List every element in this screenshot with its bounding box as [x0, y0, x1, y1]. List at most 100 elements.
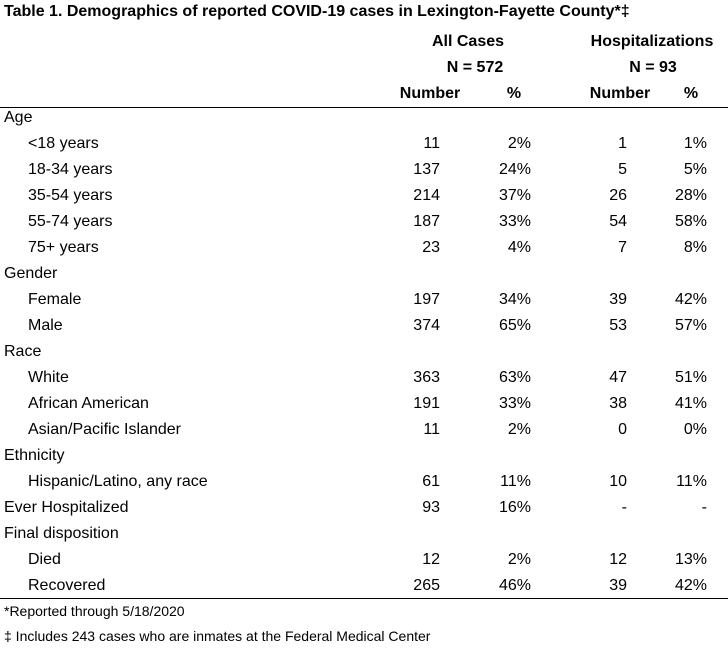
table-row: Hispanic/Latino, any race 61 11% 10 11% — [0, 470, 728, 496]
table-row: White 363 63% 47 51% — [0, 366, 728, 392]
cell-number-hosp: 26 — [609, 187, 627, 204]
table-row: Male 374 65% 53 57% — [0, 314, 728, 340]
cell-number-all: 11 — [423, 421, 440, 438]
footnote-inmates: ‡ Includes 243 cases who are inmates at … — [4, 628, 431, 644]
cell-pct-all: 2% — [507, 135, 531, 152]
group-header-hospitalizations: Hospitalizations — [590, 33, 714, 50]
table-row: Asian/Pacific Islander 11 2% 0 0% — [0, 418, 728, 444]
table-row: 55-74 years 187 33% 54 58% — [0, 210, 728, 236]
cell-pct-all: 33% — [498, 395, 531, 412]
table-row: Recovered 265 46% 39 42% — [0, 574, 728, 600]
row-label: Ever Hospitalized — [4, 499, 129, 516]
cell-number-hosp: 12 — [609, 551, 627, 568]
row-label: Final disposition — [4, 525, 119, 542]
cell-number-hosp: 39 — [609, 291, 627, 308]
cell-number-all: 265 — [413, 577, 440, 594]
cell-pct-all: 37% — [498, 187, 531, 204]
cell-pct-all: 16% — [498, 499, 531, 516]
col-header-number-hosp: Number — [589, 85, 651, 102]
cell-pct-all: 2% — [507, 551, 531, 568]
row-label: African American — [28, 395, 149, 412]
footer-rule — [0, 598, 728, 599]
col-header-pct-all: % — [506, 85, 522, 102]
cell-pct-hosp: 0% — [683, 421, 707, 438]
cell-pct-hosp: 42% — [674, 291, 707, 308]
footnote-reported: *Reported through 5/18/2020 — [4, 603, 185, 619]
cell-number-hosp: - — [621, 499, 627, 516]
col-header-number-all: Number — [399, 85, 461, 102]
cell-pct-all: 63% — [498, 369, 531, 386]
row-label: Age — [4, 109, 33, 126]
row-label: Ethnicity — [4, 447, 65, 464]
row-label: Hispanic/Latino, any race — [28, 473, 208, 490]
table-row: 35-54 years 214 37% 26 28% — [0, 184, 728, 210]
cell-pct-all: 46% — [498, 577, 531, 594]
cell-number-hosp: 39 — [609, 577, 627, 594]
row-label: Female — [28, 291, 82, 308]
table-row: <18 years 11 2% 1 1% — [0, 132, 728, 158]
cell-pct-all: 33% — [498, 213, 531, 230]
cell-pct-hosp: 28% — [674, 187, 707, 204]
cell-number-hosp: 54 — [609, 213, 627, 230]
cell-pct-hosp: - — [701, 499, 707, 516]
row-label: Died — [28, 551, 61, 568]
cell-number-all: 137 — [413, 161, 440, 178]
cell-pct-hosp: 51% — [674, 369, 707, 386]
cell-pct-hosp: 13% — [674, 551, 707, 568]
cell-pct-hosp: 8% — [683, 239, 707, 256]
cell-pct-hosp: 11% — [676, 473, 707, 490]
row-label: White — [28, 369, 69, 386]
cell-number-all: 197 — [413, 291, 440, 308]
cell-pct-all: 11% — [500, 473, 531, 490]
row-label: 75+ years — [28, 239, 99, 256]
group-header-all-cases: All Cases — [431, 33, 505, 50]
col-header-pct-hosp: % — [683, 85, 699, 102]
cell-number-hosp: 47 — [609, 369, 627, 386]
table-section-row: Race — [0, 340, 728, 366]
row-label: Gender — [4, 265, 58, 282]
cell-number-hosp: 38 — [609, 395, 627, 412]
cell-number-all: 23 — [422, 239, 440, 256]
cell-number-all: 191 — [413, 395, 440, 412]
cell-number-all: 93 — [422, 499, 440, 516]
group-n-hospitalizations: N = 93 — [629, 59, 677, 76]
table-body: Age <18 years 11 2% 1 1% 18-34 years 137 24% 5 5% 3… — [0, 106, 728, 600]
cell-pct-all: 65% — [498, 317, 531, 334]
table-section-row: Age — [0, 106, 728, 132]
cell-number-all: 12 — [422, 551, 440, 568]
cell-pct-hosp: 5% — [683, 161, 707, 178]
cell-pct-all: 24% — [498, 161, 531, 178]
table-title: Table 1. Demographics of reported COVID-… — [4, 3, 630, 20]
cell-pct-hosp: 41% — [674, 395, 707, 412]
table-row: Died 12 2% 12 13% — [0, 548, 728, 574]
cell-number-hosp: 5 — [618, 161, 627, 178]
cell-number-all: 363 — [413, 369, 440, 386]
header-rule — [0, 107, 728, 108]
group-n-all-cases: N = 572 — [446, 59, 504, 76]
table-section-row: Ethnicity — [0, 444, 728, 470]
cell-number-hosp: 1 — [618, 135, 627, 152]
row-label: Male — [28, 317, 63, 334]
row-label: 55-74 years — [28, 213, 113, 230]
cell-pct-hosp: 1% — [683, 135, 707, 152]
cell-number-all: 374 — [413, 317, 440, 334]
row-label: Recovered — [28, 577, 106, 594]
cell-pct-all: 34% — [498, 291, 531, 308]
table-section-row: Ever Hospitalized 93 16% - - — [0, 496, 728, 522]
cell-pct-hosp: 57% — [674, 317, 707, 334]
table-row: 75+ years 23 4% 7 8% — [0, 236, 728, 262]
row-label: <18 years — [28, 135, 99, 152]
cell-pct-all: 4% — [507, 239, 531, 256]
cell-number-hosp: 0 — [618, 421, 627, 438]
cell-number-hosp: 7 — [618, 239, 627, 256]
table-row: Female 197 34% 39 42% — [0, 288, 728, 314]
cell-pct-hosp: 58% — [674, 213, 707, 230]
table-section-row: Final disposition — [0, 522, 728, 548]
cell-pct-all: 2% — [507, 421, 531, 438]
row-label: 35-54 years — [28, 187, 113, 204]
cell-pct-hosp: 42% — [674, 577, 707, 594]
table-section-row: Gender — [0, 262, 728, 288]
cell-number-all: 214 — [413, 187, 440, 204]
cell-number-hosp: 53 — [609, 317, 627, 334]
cell-number-all: 11 — [423, 135, 440, 152]
